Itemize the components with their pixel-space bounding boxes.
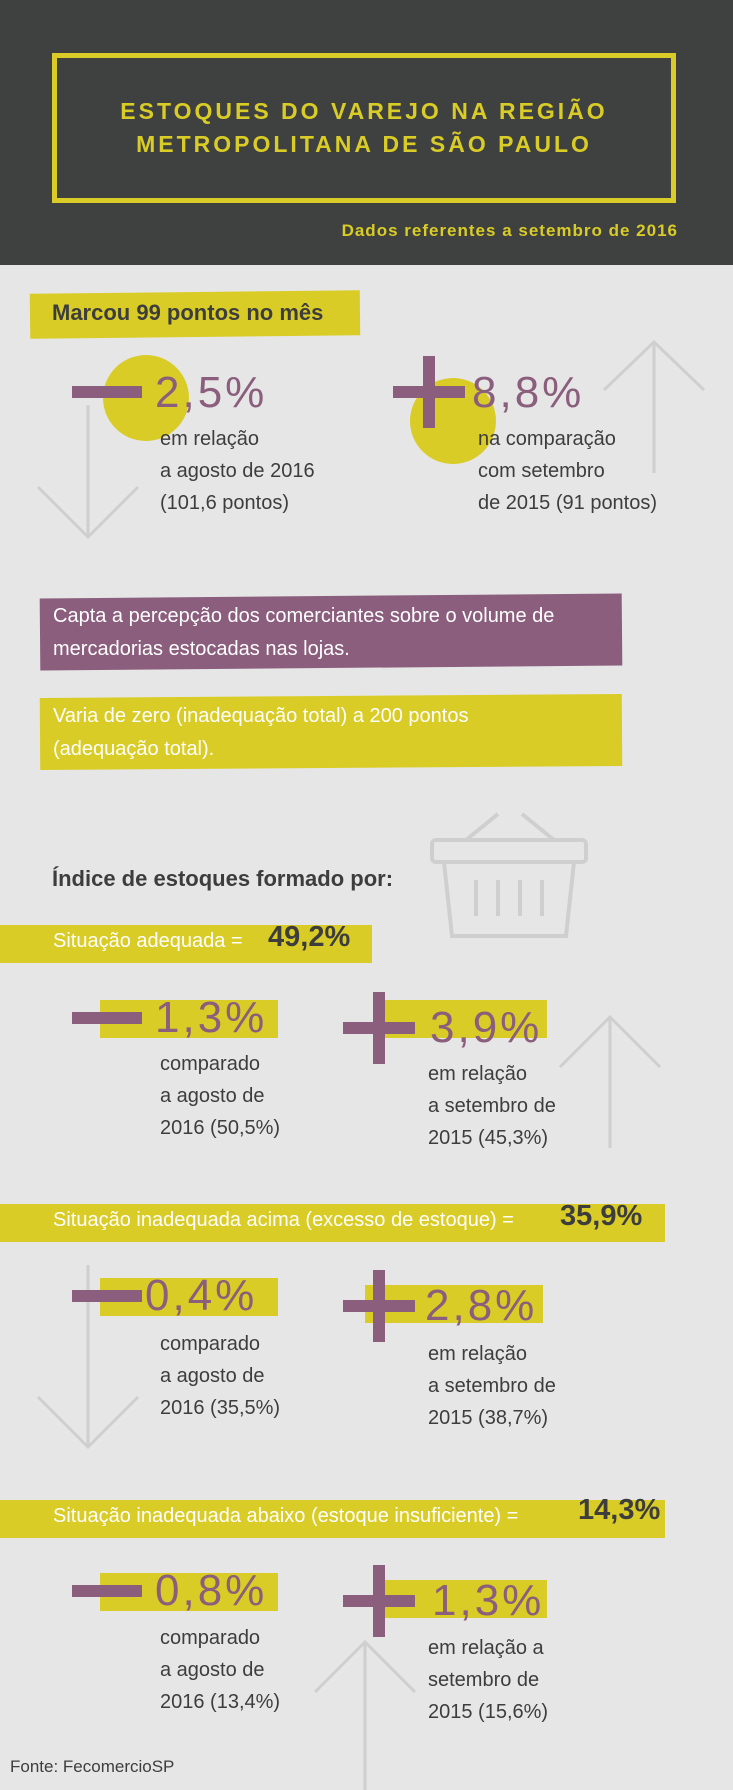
text-line: (adequação total). bbox=[53, 738, 215, 760]
section-value: 49,2% bbox=[268, 921, 351, 953]
text-line: a agosto de bbox=[160, 1365, 265, 1387]
minus-icon bbox=[72, 1585, 142, 1597]
text-line: setembro de bbox=[428, 1669, 540, 1691]
text-line: 2016 (35,5%) bbox=[160, 1397, 281, 1419]
section-left-text: comparado a agosto de 2016 (35,5%) bbox=[160, 1328, 280, 1424]
text-line: a agosto de bbox=[160, 1085, 265, 1107]
text-line: 2016 (50,5%) bbox=[160, 1117, 281, 1139]
text-line: Varia de zero (inadequação total) a 200 … bbox=[53, 705, 469, 727]
summary-left-value: 2,5% bbox=[155, 368, 268, 417]
arrow-up-icon bbox=[558, 1014, 662, 1148]
summary-right-text: na comparação com setembro de 2015 (91 p… bbox=[478, 423, 657, 519]
section-left-text: comparado a agosto de 2016 (50,5%) bbox=[160, 1048, 280, 1144]
minus-icon bbox=[72, 1290, 142, 1302]
plus-icon bbox=[373, 1270, 385, 1342]
text-line: 2015 (38,7%) bbox=[428, 1407, 549, 1429]
plus-icon bbox=[373, 1565, 385, 1637]
section-value: 35,9% bbox=[560, 1200, 643, 1232]
section-right-value: 3,9% bbox=[430, 1003, 543, 1052]
text-line: 2015 (45,3%) bbox=[428, 1127, 549, 1149]
section-label: Situação inadequada acima (excesso de es… bbox=[53, 1209, 514, 1231]
text-line: (101,6 pontos) bbox=[160, 492, 289, 514]
summary-right-value: 8,8% bbox=[472, 368, 585, 417]
arrow-down-icon bbox=[36, 405, 140, 540]
text-line: mercadorias estocadas nas lojas. bbox=[53, 638, 350, 660]
section-band bbox=[0, 1500, 665, 1538]
section-left-text: comparado a agosto de 2016 (13,4%) bbox=[160, 1622, 280, 1718]
section-label: Situação inadequada abaixo (estoque insu… bbox=[53, 1505, 519, 1527]
text-line: a setembro de bbox=[428, 1095, 556, 1117]
section-left-value: 1,3% bbox=[155, 993, 268, 1042]
section-right-value: 1,3% bbox=[432, 1576, 545, 1625]
title-line-1: ESTOQUES DO VAREJO NA REGIÃO bbox=[120, 98, 608, 124]
section-band bbox=[0, 925, 372, 963]
highlight-circle bbox=[103, 355, 189, 441]
text-line: comparado bbox=[160, 1627, 261, 1649]
info-yellow-text: Varia de zero (inadequação total) a 200 … bbox=[53, 700, 468, 766]
title-box: ESTOQUES DO VAREJO NA REGIÃO METROPOLITA… bbox=[52, 53, 676, 203]
text-line: 2015 (15,6%) bbox=[428, 1701, 549, 1723]
header-banner bbox=[0, 0, 733, 265]
plus-icon bbox=[373, 992, 385, 1064]
basket-icon bbox=[430, 812, 588, 938]
plus-icon bbox=[423, 356, 435, 428]
subtitle: Dados referentes a setembro de 2016 bbox=[341, 221, 678, 240]
section-label: Situação adequada = bbox=[53, 930, 243, 952]
section-right-text: em relação a setembro de 2015 (45,3%) bbox=[428, 1058, 556, 1154]
section-band bbox=[0, 1204, 665, 1242]
text-line: a agosto de 2016 bbox=[160, 460, 315, 482]
arrow-up-icon bbox=[602, 339, 706, 473]
title-line-2: METROPOLITANA DE SÃO PAULO bbox=[136, 131, 592, 157]
text-line: na comparação bbox=[478, 428, 616, 450]
text-line: em relação a bbox=[428, 1637, 544, 1659]
text-line: com setembro bbox=[478, 460, 605, 482]
source-footer: Fonte: FecomercioSP bbox=[10, 1757, 175, 1776]
index-heading: Índice de estoques formado por: bbox=[52, 866, 394, 891]
summary-headline: Marcou 99 pontos no mês bbox=[52, 300, 324, 325]
info-purple-text: Capta a percepção dos comerciantes sobre… bbox=[53, 600, 554, 666]
section-right-text: em relação a setembro de 2015 (15,6%) bbox=[428, 1632, 548, 1728]
text-line: em relação bbox=[428, 1063, 527, 1085]
section-left-value: 0,4% bbox=[145, 1271, 258, 1320]
arrow-up-icon bbox=[313, 1639, 417, 1790]
text-line: a agosto de bbox=[160, 1659, 265, 1681]
section-left-value: 0,8% bbox=[155, 1566, 268, 1615]
section-value: 14,3% bbox=[578, 1494, 661, 1526]
minus-icon bbox=[72, 1012, 142, 1024]
section-right-value: 2,8% bbox=[425, 1281, 538, 1330]
text-line: em relação bbox=[160, 428, 259, 450]
text-line: Capta a percepção dos comerciantes sobre… bbox=[53, 605, 555, 627]
text-line: de 2015 (91 pontos) bbox=[478, 492, 658, 514]
minus-icon bbox=[72, 386, 142, 398]
section-right-text: em relação a setembro de 2015 (38,7%) bbox=[428, 1338, 556, 1434]
text-line: comparado bbox=[160, 1333, 261, 1355]
text-line: comparado bbox=[160, 1053, 261, 1075]
text-line: 2016 (13,4%) bbox=[160, 1691, 281, 1713]
text-line: a setembro de bbox=[428, 1375, 556, 1397]
text-line: em relação bbox=[428, 1343, 527, 1365]
summary-left-text: em relação a agosto de 2016 (101,6 ponto… bbox=[160, 423, 315, 519]
